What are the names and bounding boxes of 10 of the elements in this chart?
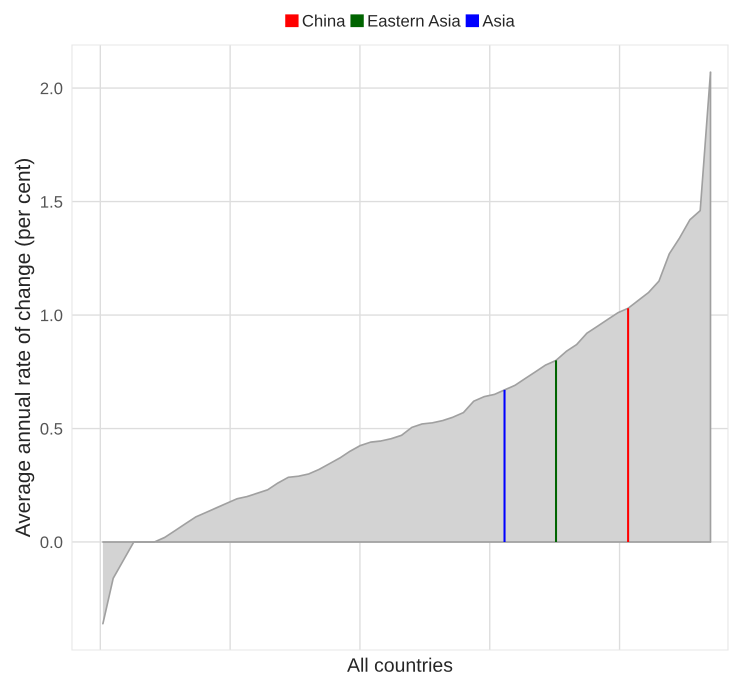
y-axis-title: Average annual rate of change (per cent)	[14, 159, 34, 538]
y-tick-label: 1.5	[41, 196, 62, 208]
y-tick-label: 0.0	[40, 536, 62, 548]
legend-label: Eastern Asia	[368, 14, 461, 27]
legend-label: China	[302, 14, 346, 27]
y-tick-label: 0.5	[40, 422, 62, 435]
y-tick-label: 1.0	[41, 309, 62, 322]
y-tick-label: 2.0	[40, 82, 62, 94]
x-axis-title: All countries	[347, 658, 452, 672]
legend-label: Asia	[482, 14, 515, 27]
